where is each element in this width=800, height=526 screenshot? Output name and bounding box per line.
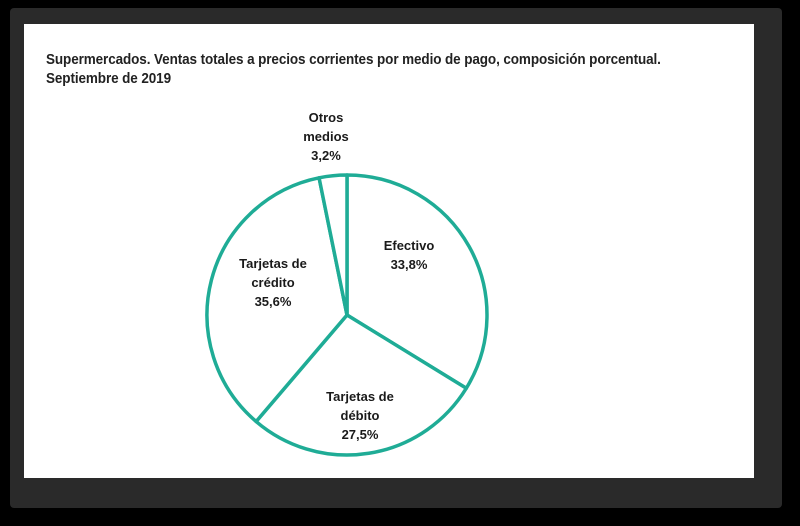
slice-label-0: Efectivo 33,8% <box>384 238 435 272</box>
pie-slice-3 <box>317 173 349 317</box>
slice-value-1: 27,5% <box>342 427 379 442</box>
slice-label-line-1-1: débito <box>341 408 380 423</box>
pie-slice-1 <box>254 313 469 457</box>
chart-subtitle: Septiembre de 2019 <box>46 71 172 87</box>
slice-label-line-0-0: Efectivo <box>384 238 435 253</box>
slice-label-2: Tarjetas de crédito 35,6% <box>239 256 307 309</box>
pie-slices <box>205 173 489 457</box>
chart-title: Supermercados. Ventas totales a precios … <box>46 52 661 68</box>
slice-value-2: 35,6% <box>255 294 292 309</box>
pie-slice-2 <box>205 176 349 424</box>
slice-value-0: 33,8% <box>391 257 428 272</box>
slice-label-line-2-0: Tarjetas de <box>239 256 307 271</box>
slice-label-line-3-0: Otros <box>309 110 344 125</box>
slice-label-line-2-1: crédito <box>251 275 294 290</box>
pie-labels: Efectivo 33,8%Tarjetas de débito 27,5%Tarje… <box>239 110 434 442</box>
slice-label-line-1-0: Tarjetas de <box>326 389 394 404</box>
chart-title-block: Supermercados. Ventas totales a precios … <box>46 51 716 89</box>
slice-label-3: Otros medios 3,2% <box>303 110 349 163</box>
slice-label-line-3-1: medios <box>303 129 349 144</box>
slice-label-1: Tarjetas de débito 27,5% <box>326 389 394 442</box>
slice-value-3: 3,2% <box>311 148 341 163</box>
